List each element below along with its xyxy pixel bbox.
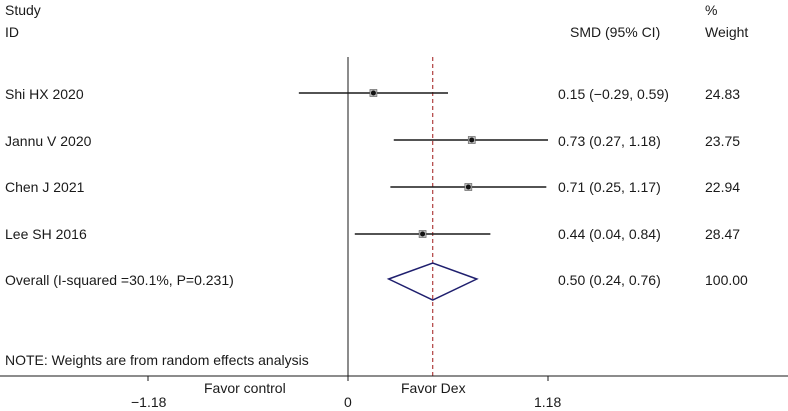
study-point-estimate	[370, 90, 376, 96]
header-id: ID	[5, 24, 19, 40]
note: NOTE: Weights are from random effects an…	[5, 352, 309, 368]
study-ci: 0.44 (0.04, 0.84)	[558, 226, 661, 242]
overall-diamond	[386, 262, 479, 301]
x-tick-label: −1.18	[131, 394, 167, 410]
overall-label: Overall (I-squared =30.1%, P=0.231)	[5, 272, 234, 288]
study-label: Lee SH 2016	[5, 226, 87, 242]
overall-weight: 100.00	[705, 272, 748, 288]
study-weight: 23.75	[705, 133, 741, 149]
x-tick-label: 0	[344, 394, 352, 410]
study-label: Jannu V 2020	[5, 133, 92, 149]
study-ci: 0.73 (0.27, 1.18)	[558, 133, 661, 149]
favor-right-label: Favor Dex	[401, 380, 466, 396]
study-label: Chen J 2021	[5, 179, 85, 195]
study-label: Shi HX 2020	[5, 86, 84, 102]
overall-ci: 0.50 (0.24, 0.76)	[558, 272, 661, 288]
header-weight: Weight	[705, 24, 749, 40]
header-study: Study	[5, 2, 41, 18]
study-ci: 0.71 (0.25, 1.17)	[558, 179, 661, 195]
study-ci: 0.15 (−0.29, 0.59)	[558, 86, 669, 102]
header-effect: SMD (95% CI)	[570, 24, 661, 40]
study-point-estimate	[469, 137, 475, 143]
study-weight: 22.94	[705, 179, 741, 195]
study-weight: 24.83	[705, 86, 741, 102]
header-weight-symbol: %	[705, 2, 718, 18]
x-tick-label: 1.18	[534, 394, 562, 410]
favor-left-label: Favor control	[204, 380, 286, 396]
study-point-estimate	[420, 231, 426, 237]
study-point-estimate	[465, 184, 471, 190]
study-weight: 28.47	[705, 226, 741, 242]
